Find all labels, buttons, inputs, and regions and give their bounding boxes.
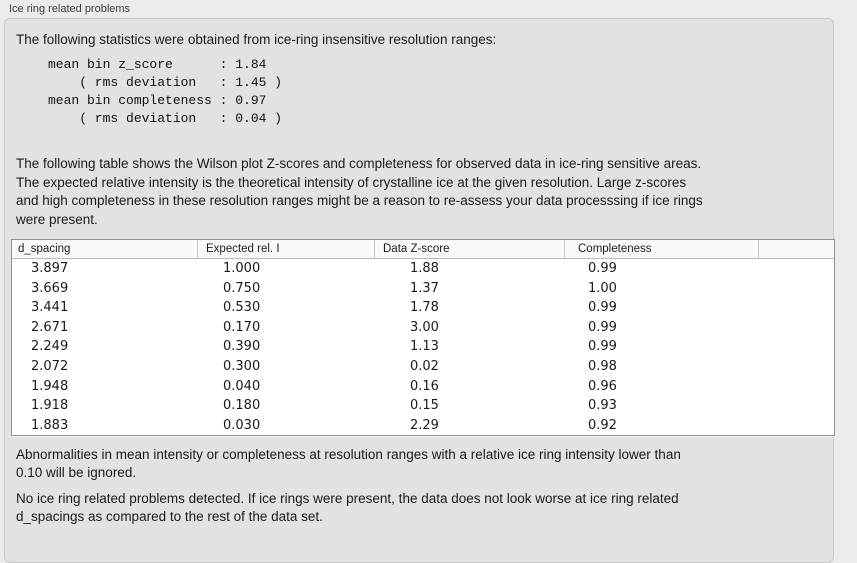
table-description-text: The following table shows the Wilson plo… xyxy=(16,156,703,227)
table-cell: 1.37 xyxy=(410,280,439,296)
table-row[interactable]: 3.897 1.000 1.88 0.99 xyxy=(12,259,834,279)
table-row[interactable]: 1.883 0.030 2.29 0.92 xyxy=(12,415,834,435)
table-row[interactable]: 1.918 0.180 0.15 0.93 xyxy=(12,396,834,416)
table-cell: 0.180 xyxy=(223,398,261,414)
table-cell: 1.948 xyxy=(31,378,69,394)
table-cell: 1.78 xyxy=(410,300,439,316)
table-header-row: d_spacing Expected rel. I Data Z-score C… xyxy=(12,240,834,259)
table-cell: 0.99 xyxy=(588,261,617,277)
table-cell: 0.99 xyxy=(588,339,617,355)
table-cell: 2.671 xyxy=(31,319,69,335)
table-cell: 0.92 xyxy=(588,417,617,433)
table-row[interactable]: 3.669 0.750 1.37 1.00 xyxy=(12,279,834,299)
table-cell: 0.170 xyxy=(223,319,261,335)
table-cell: 1.00 xyxy=(588,280,617,296)
column-header-d-spacing[interactable]: d_spacing xyxy=(18,243,71,255)
table-cell: 0.530 xyxy=(223,300,261,316)
table-cell: 0.040 xyxy=(223,378,261,394)
stats-summary-block: mean bin z_score : 1.84 ( rms deviation … xyxy=(48,57,283,126)
table-row[interactable]: 2.249 0.390 1.13 0.99 xyxy=(12,337,834,357)
intro-text: The following statistics were obtained f… xyxy=(16,32,497,47)
table-cell: 0.96 xyxy=(588,378,617,394)
table-cell: 0.390 xyxy=(223,339,261,355)
column-header-data-z-score[interactable]: Data Z-score xyxy=(374,240,564,258)
table-body: 3.897 1.000 1.88 0.99 3.669 0.750 1.37 1.00 3.44… xyxy=(12,259,834,435)
ice-ring-table[interactable]: d_spacing Expected rel. I Data Z-score C… xyxy=(11,239,835,436)
table-cell: 1.13 xyxy=(410,339,439,355)
column-header-expected-rel-i[interactable]: Expected rel. I xyxy=(197,240,374,258)
table-cell: 2.29 xyxy=(410,417,439,433)
ice-ring-group-box: The following statistics were obtained f… xyxy=(4,18,835,563)
table-cell: 1.000 xyxy=(223,261,261,277)
table-cell: 3.441 xyxy=(31,300,69,316)
table-cell: 0.16 xyxy=(410,378,439,394)
table-cell: 0.15 xyxy=(410,398,439,414)
table-cell: 0.300 xyxy=(223,359,261,375)
table-cell: 3.897 xyxy=(31,261,69,277)
table-cell: 3.00 xyxy=(410,319,439,335)
table-cell: 0.98 xyxy=(588,359,617,375)
table-cell: 0.99 xyxy=(588,319,617,335)
table-cell: 0.030 xyxy=(223,417,261,433)
table-row[interactable]: 2.072 0.300 0.02 0.98 xyxy=(12,357,834,377)
table-cell: 0.02 xyxy=(410,359,439,375)
table-cell: 0.750 xyxy=(223,280,261,296)
table-cell: 1.918 xyxy=(31,398,69,414)
ignore-threshold-note: Abnormalities in mean intensity or compl… xyxy=(16,447,681,480)
table-row[interactable]: 3.441 0.530 1.78 0.99 xyxy=(12,298,834,318)
table-cell: 2.072 xyxy=(31,359,69,375)
group-box-title: Ice ring related problems xyxy=(9,3,131,15)
table-cell: 1.883 xyxy=(31,417,69,433)
table-cell: 0.99 xyxy=(588,300,617,316)
column-header-completeness[interactable]: Completeness xyxy=(564,240,758,258)
table-row[interactable]: 1.948 0.040 0.16 0.96 xyxy=(12,376,834,396)
table-cell: 2.249 xyxy=(31,339,69,355)
table-row[interactable]: 2.671 0.170 3.00 0.99 xyxy=(12,318,834,338)
table-cell: 0.93 xyxy=(588,398,617,414)
table-cell: 3.669 xyxy=(31,280,69,296)
conclusion-text: No ice ring related problems detected. I… xyxy=(16,491,679,524)
table-cell: 1.88 xyxy=(410,261,439,277)
column-header-blank[interactable] xyxy=(758,240,834,258)
